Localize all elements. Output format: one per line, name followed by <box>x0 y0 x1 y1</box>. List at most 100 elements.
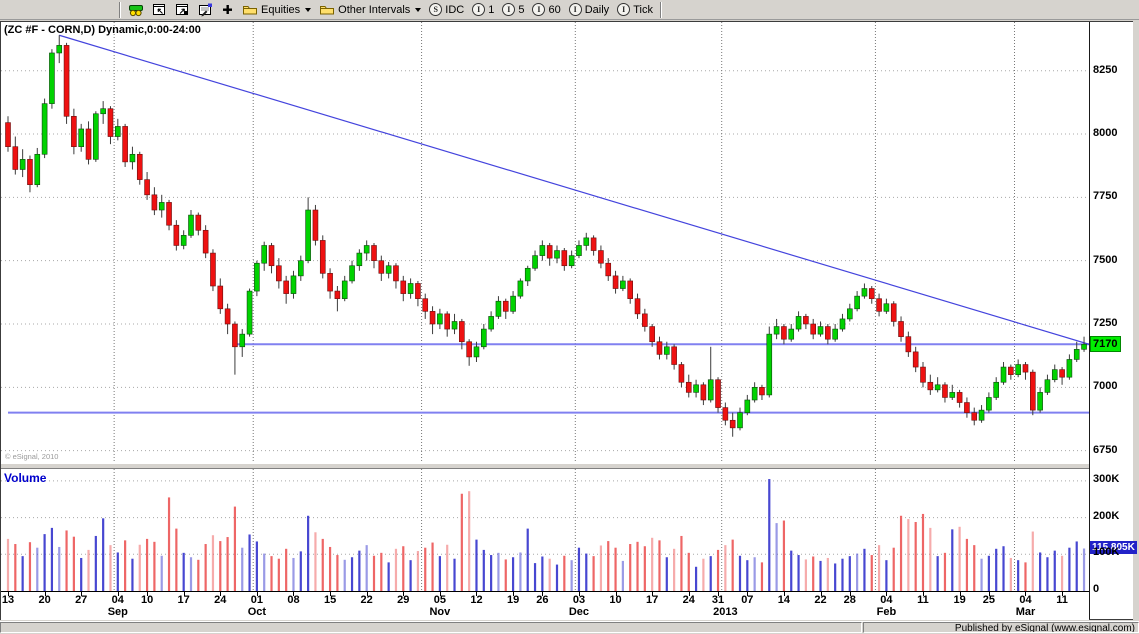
interval-i-icon: I <box>617 3 631 16</box>
interval-i-icon: I <box>472 3 486 16</box>
date-tick <box>1025 592 1027 596</box>
last-price-tag: 7170 <box>1090 336 1122 353</box>
date-tick <box>293 592 295 596</box>
month-label: Sep <box>107 606 128 618</box>
interval-tick-button[interactable]: I Tick <box>613 1 657 19</box>
date-label: 26 <box>536 594 549 606</box>
date-label: 22 <box>360 594 373 606</box>
interval-1min-button[interactable]: I 1 <box>468 1 498 19</box>
date-tick <box>256 592 258 596</box>
date-tick <box>366 592 368 596</box>
price-gridlines <box>1 22 1089 463</box>
date-label: 24 <box>214 594 227 606</box>
chevron-down-icon <box>305 7 312 12</box>
folder-icon <box>319 3 335 16</box>
date-tick <box>476 592 478 596</box>
copyright-watermark: © eSignal, 2010 <box>5 452 59 461</box>
pane-splitter[interactable] <box>1 463 1132 469</box>
date-label: 07 <box>741 594 754 606</box>
date-tick <box>513 592 515 596</box>
price-tick-label: 7000 <box>1093 380 1118 393</box>
volume-tick-label: 300K <box>1093 472 1120 485</box>
price-tick-label: 7250 <box>1093 317 1118 329</box>
price-tick-label: 8250 <box>1093 63 1118 76</box>
new-window-button[interactable] <box>148 1 171 19</box>
month-label: Oct <box>247 606 267 618</box>
date-label: 15 <box>323 594 337 606</box>
add-button[interactable] <box>217 1 238 19</box>
date-label: 20 <box>38 594 51 606</box>
status-bar: Published by eSignal (www.esignal.com) <box>0 621 1139 634</box>
candles-layer <box>5 35 1087 437</box>
price-tick-label: 7500 <box>1093 253 1118 266</box>
toolbar-grip <box>119 1 121 18</box>
chart-cart-icon <box>128 2 144 17</box>
volume-pane-title: Volume <box>4 471 47 485</box>
date-label: 29 <box>397 594 410 606</box>
published-by-text: Published by eSignal (www.esignal.com) <box>863 622 1139 633</box>
date-tick <box>747 592 749 596</box>
date-label: 22 <box>814 594 827 606</box>
properties-icon <box>198 3 213 17</box>
date-label: 11 <box>1056 594 1068 606</box>
other-intervals-dropdown-button[interactable]: Other Intervals <box>315 1 425 19</box>
interval-daily-button[interactable]: I Daily <box>565 1 613 19</box>
date-label: 14 <box>777 594 791 606</box>
date-label: 05 <box>433 594 446 606</box>
date-tick <box>820 592 822 596</box>
date-label: 04 <box>111 594 124 606</box>
interval-1-label: 1 <box>488 3 495 16</box>
source-s-icon: S <box>429 3 443 16</box>
date-label: 27 <box>75 594 88 606</box>
date-label: 11 <box>917 594 929 606</box>
date-label: 19 <box>953 594 966 606</box>
idc-label: IDC <box>445 3 465 16</box>
interval-i-icon: I <box>568 3 582 16</box>
new-window-icon <box>152 3 167 17</box>
interval-5min-button[interactable]: I 5 <box>498 1 528 19</box>
date-tick <box>220 592 222 596</box>
date-label: 13 <box>1 594 15 606</box>
date-tick <box>81 592 83 596</box>
idc-source-button[interactable]: S IDC <box>425 1 468 19</box>
downtrend-line <box>59 34 1089 345</box>
date-tick <box>403 592 405 596</box>
equities-dropdown-button[interactable]: Equities <box>238 1 315 19</box>
interval-60-label: 60 <box>548 3 561 16</box>
date-tick <box>117 592 119 596</box>
duplicate-window-icon <box>175 3 190 17</box>
volume-chart-canvas[interactable] <box>1 469 1089 591</box>
month-label: Dec <box>568 606 590 618</box>
price-chart-canvas[interactable] <box>1 22 1089 463</box>
chart-title: (ZC #F - CORN,D) Dynamic,0:00-24:00 <box>4 24 201 36</box>
status-bar-left-cell <box>0 622 862 633</box>
date-tick <box>783 592 785 596</box>
date-label: 17 <box>177 594 190 606</box>
date-tick <box>688 592 690 596</box>
volume-tick-label: 100K <box>1093 546 1120 559</box>
interval-daily-label: Daily <box>584 3 610 16</box>
date-tick <box>652 592 654 596</box>
date-tick <box>44 592 46 596</box>
price-tick-label: 7750 <box>1093 190 1118 203</box>
date-label: 17 <box>646 594 659 606</box>
interval-i-icon: I <box>532 3 546 16</box>
price-pane[interactable] <box>1 22 1089 463</box>
month-label: Nov <box>429 606 451 618</box>
date-tick <box>886 592 888 596</box>
date-label: 08 <box>287 594 300 606</box>
interval-60min-button[interactable]: I 60 <box>528 1 564 19</box>
date-tick <box>183 592 185 596</box>
date-tick <box>988 592 990 596</box>
properties-button[interactable] <box>194 1 217 19</box>
main-toolbar: Equities Other Intervals S IDC I 1 I 5 <box>0 0 1139 20</box>
date-tick <box>959 592 961 596</box>
time-axis[interactable]: 13 20 27 04 10 17 24 01 08 15 22 29 05 12 19 26 03 10 17 24… <box>1 591 1089 620</box>
date-tick <box>147 592 149 596</box>
chart-cart-button[interactable] <box>124 1 148 19</box>
volume-pane[interactable] <box>1 469 1089 591</box>
date-label: 24 <box>682 594 695 606</box>
price-axis[interactable]: 7170 115.805K 8250 8000 7750 7500 7250 7000 67… <box>1089 22 1137 619</box>
duplicate-window-button[interactable] <box>171 1 194 19</box>
